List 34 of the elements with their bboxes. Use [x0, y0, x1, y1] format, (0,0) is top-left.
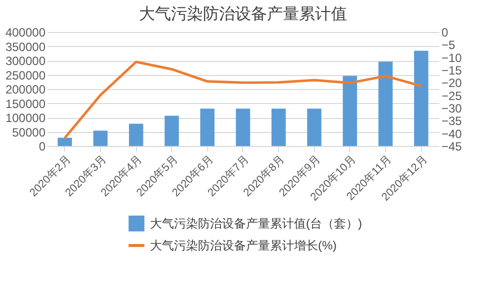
bar — [164, 116, 179, 146]
y2-tick-label: −45 — [442, 140, 462, 154]
bar — [307, 108, 322, 146]
y2-tick-label: −15 — [442, 64, 462, 78]
bar — [414, 50, 428, 146]
y2-tick-label: −30 — [442, 102, 462, 116]
chart-title: 大气污染防治设备产量累计值 — [139, 5, 347, 23]
y2-tick-label: −25 — [442, 88, 462, 103]
line-series — [64, 60, 422, 140]
y2-tick-label: −40 — [442, 126, 462, 141]
y-tick-label: 200000 — [5, 82, 46, 96]
y2-tick-label: −35 — [442, 114, 462, 128]
y2-tick-label: −20 — [442, 76, 462, 90]
bar — [378, 62, 393, 146]
y-tick-label: 100000 — [5, 111, 46, 125]
y2-tick-label: 0 — [442, 26, 448, 40]
bar — [93, 130, 108, 146]
y-tick-label: 150000 — [5, 96, 46, 111]
bar — [128, 124, 144, 146]
bar — [58, 138, 72, 146]
y-tick-label: 0 — [38, 140, 46, 154]
y-tick-label: 50000 — [12, 125, 46, 140]
bar — [200, 108, 214, 146]
y-tick-label: 400000 — [5, 26, 46, 40]
legend-label: 大气污染防治设备产量累计增长(%) — [150, 238, 337, 252]
bar — [342, 76, 358, 146]
y-tick-label: 250000 — [5, 68, 46, 82]
y2-tick-label: −10 — [442, 50, 462, 65]
bar — [272, 108, 286, 146]
legend-label: 大气污染防治设备产量累计值(台（套）) — [150, 216, 362, 230]
y2-tick-label: −5 — [442, 38, 456, 52]
y-tick-label: 300000 — [5, 54, 46, 68]
y-tick-label: 350000 — [5, 40, 46, 54]
bar — [236, 108, 250, 146]
